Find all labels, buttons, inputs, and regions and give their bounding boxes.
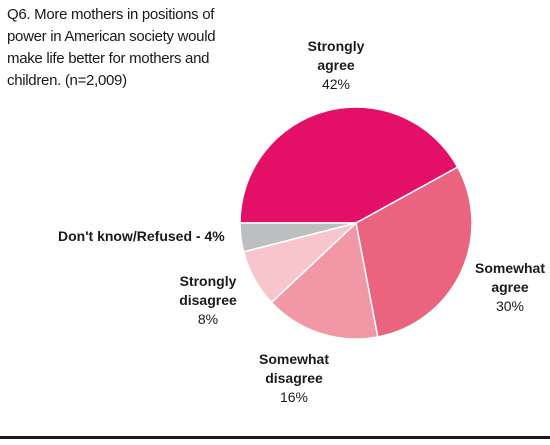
slice-value-somewhat-disagree: 16% — [279, 389, 309, 405]
slice-label-line: disagree — [179, 292, 237, 308]
slice-label-strongly-disagree: Strongly disagree 8% — [170, 272, 246, 329]
pie-slice-don-t-know-refused — [239, 222, 357, 253]
slice-label-line: agree — [317, 57, 355, 73]
slice-label-line: Somewhat — [258, 351, 329, 367]
slice-label-line: agree — [491, 279, 529, 295]
chart-title: Q6. More mothers in positions of power i… — [7, 6, 216, 89]
pie-slice-somewhat-agree — [355, 166, 473, 338]
slice-label-line: disagree — [265, 370, 323, 386]
slice-value-strongly-agree: 42% — [321, 76, 351, 92]
slice-value-somewhat-agree: 30% — [495, 298, 525, 314]
bottom-rule — [0, 436, 550, 439]
slice-label-line: Somewhat — [474, 260, 545, 276]
slice-label-dont-know-refused: Don't know/Refused - 4% — [58, 227, 225, 246]
slice-label-line: Strongly — [179, 273, 237, 289]
pie-slice-strongly-agree — [239, 106, 459, 224]
slice-label-strongly-agree: Strongly agree 42% — [296, 37, 376, 94]
pie-slice-somewhat-disagree — [270, 221, 379, 340]
slice-label-inline: Don't know/Refused - 4% — [58, 228, 225, 244]
slice-label-somewhat-agree: Somewhat agree 30% — [470, 259, 550, 316]
slice-value-strongly-disagree: 8% — [197, 311, 219, 327]
slice-label-line: Strongly — [307, 38, 365, 54]
slice-label-somewhat-disagree: Somewhat disagree 16% — [250, 350, 338, 407]
